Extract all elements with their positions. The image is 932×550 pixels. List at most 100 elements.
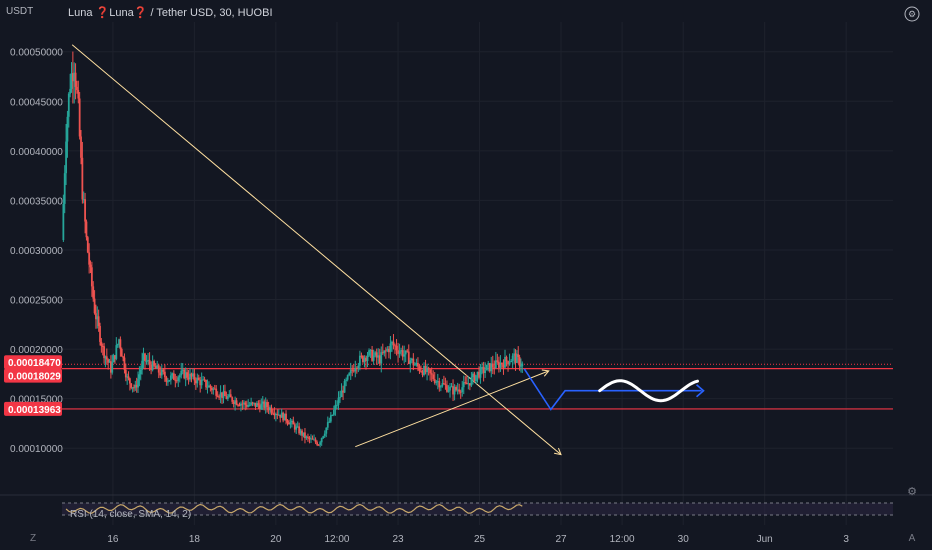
settings-icon[interactable]	[904, 6, 920, 22]
candle-body	[100, 341, 103, 346]
projection-path[interactable]	[523, 368, 702, 411]
candle-body	[206, 387, 209, 389]
candle-body	[363, 357, 366, 363]
candle-body	[78, 98, 81, 137]
candle-body	[172, 373, 175, 380]
candle-body	[145, 360, 148, 362]
candle-body	[73, 72, 76, 82]
candle-body	[377, 355, 380, 358]
rsi-pane[interactable]: RSI (14, close, SMA, 14, 2)	[0, 494, 932, 520]
candle-body	[203, 379, 206, 381]
candle-body	[304, 432, 306, 439]
trend-line[interactable]	[355, 370, 549, 448]
candle-body	[334, 404, 337, 410]
candle-body	[127, 376, 130, 379]
candle-body	[242, 402, 245, 404]
candle-body	[430, 373, 433, 375]
wave-drawing[interactable]	[598, 379, 699, 403]
candle-body	[153, 361, 156, 366]
candle-body	[279, 414, 282, 418]
candle-body	[183, 369, 186, 379]
candle-body	[130, 383, 133, 388]
candle-body	[277, 414, 280, 416]
candle-body	[293, 424, 296, 430]
candle-body	[391, 341, 393, 344]
candle-body	[446, 385, 448, 392]
candle-body	[135, 384, 138, 388]
price-tick-label: 0.00010000	[10, 444, 63, 455]
candle-body	[449, 386, 451, 391]
time-tick-label: 3	[843, 534, 849, 545]
candle-body	[215, 388, 218, 396]
candle-body	[264, 402, 267, 408]
candle-body	[479, 367, 482, 378]
candle-body	[442, 383, 445, 385]
candle-body	[317, 444, 320, 446]
rsi-label[interactable]: RSI (14, close, SMA, 14, 2)	[70, 509, 191, 520]
candle-body	[200, 379, 203, 386]
candle-body	[160, 369, 163, 376]
time-tick-label: 18	[189, 534, 201, 545]
candle-body	[81, 157, 84, 200]
candle-body	[241, 403, 244, 405]
candle-body	[272, 412, 274, 414]
candle-body	[180, 370, 183, 376]
time-tick-label: 16	[107, 534, 119, 545]
candle-body	[470, 377, 473, 386]
candle-body	[232, 401, 235, 404]
candle-body	[63, 173, 66, 204]
time-axis[interactable]: 16 18 20 12:00 23 25 27 12:00 30 Jun 3	[107, 534, 849, 545]
timezone-toggle[interactable]: Z	[30, 533, 36, 544]
time-tick-label: 23	[393, 534, 405, 545]
symbol-title[interactable]: Luna ❓Luna❓ / Tether USD, 30, HUOBI	[68, 6, 273, 19]
candle-body	[426, 367, 428, 373]
candle-body	[348, 373, 351, 376]
candle-body	[502, 364, 505, 368]
arrow-head	[554, 447, 562, 456]
candle-body	[186, 372, 189, 378]
log-scale-toggle[interactable]: A	[909, 533, 916, 544]
drawing-layer[interactable]	[62, 44, 893, 456]
candle-body	[487, 363, 490, 365]
candle-body	[122, 356, 125, 358]
price-axis[interactable]: 0.00010000 0.00015000 0.00020000 0.00025000…	[10, 48, 63, 455]
settings-glyph: ⚙	[908, 9, 916, 19]
candle-body	[282, 412, 285, 421]
time-tick-label: 20	[270, 534, 282, 545]
candle-body	[128, 378, 131, 384]
candle-body	[450, 386, 453, 388]
trend-line[interactable]	[71, 44, 562, 456]
candle-body	[248, 404, 251, 406]
candle-body	[401, 350, 404, 357]
candle-body	[222, 391, 225, 398]
candle-body	[109, 361, 112, 373]
candle-body	[105, 356, 108, 360]
candle-body	[475, 375, 477, 382]
candle-body	[193, 373, 196, 381]
candle-body	[213, 388, 216, 390]
candle-body	[237, 404, 239, 406]
candle-body	[254, 402, 257, 407]
candle-body	[362, 356, 364, 363]
oscillator-settings-icon[interactable]: ⚙	[907, 486, 917, 498]
candle-body	[231, 397, 234, 402]
candle-body	[77, 90, 80, 99]
candle-body	[360, 355, 363, 357]
candle-body	[423, 366, 425, 375]
candle-body	[482, 366, 485, 374]
candle-body	[171, 373, 174, 376]
candle-body	[251, 402, 254, 404]
candle-body	[257, 403, 260, 406]
candle-body	[345, 379, 348, 381]
candle-body	[322, 436, 325, 439]
candle-body	[74, 72, 77, 87]
candle-body	[174, 379, 177, 381]
candle-body	[458, 389, 461, 392]
candle-body	[357, 365, 360, 369]
candle-body	[366, 355, 369, 361]
candle-body	[263, 401, 266, 408]
candle-body	[398, 351, 401, 354]
candle-body	[225, 396, 228, 399]
candle-body	[307, 436, 309, 438]
